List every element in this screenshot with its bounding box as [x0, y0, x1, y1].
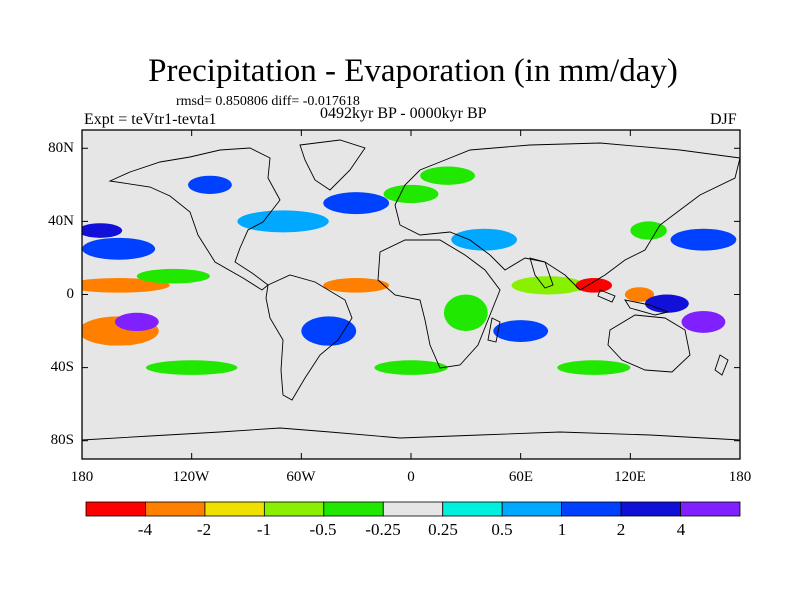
coastlines [82, 139, 740, 441]
colorbar-label: 2 [616, 520, 626, 539]
anomaly-region [644, 294, 689, 313]
lat-label-80s: 80S [50, 432, 74, 448]
anomaly-region [237, 210, 329, 233]
colorbar-box [323, 501, 384, 517]
anomaly-region [383, 184, 439, 204]
colorbar-label: 1 [557, 520, 567, 539]
lon-label-120e: 120E [614, 469, 646, 485]
anomaly-regions [82, 166, 737, 375]
lon-label-0: 0 [407, 469, 415, 485]
colorbar-box [382, 501, 444, 517]
colorbar-box [263, 501, 325, 517]
anomaly-region [511, 276, 585, 295]
anomaly-region [136, 268, 210, 284]
axis-ticks [81, 130, 741, 459]
lon-label-180e: 180 [728, 469, 752, 485]
anomaly-region [188, 175, 232, 194]
anomaly-region [443, 294, 488, 332]
anomaly-region [374, 360, 448, 375]
lon-label-60w: 60W [286, 469, 316, 485]
colorbar [85, 501, 741, 517]
anomaly-region [670, 228, 737, 251]
anomaly-region [301, 316, 357, 346]
lat-label-40n: 40N [48, 213, 74, 229]
anomaly-region [323, 278, 390, 293]
colorbar-box [680, 501, 741, 517]
colorbar-box [145, 501, 206, 517]
anomaly-region [145, 360, 238, 375]
stats-text: rmsd= 0.850806 diff= -0.017618 [176, 94, 360, 109]
anomaly-region [82, 278, 170, 293]
lon-label-180w: 180 [70, 469, 94, 485]
colorbar-box [442, 501, 503, 517]
anomaly-region [323, 192, 390, 215]
colorbar-label: -2 [196, 520, 212, 539]
lat-label-80n: 80N [48, 140, 74, 156]
lat-label-40s: 40S [50, 359, 74, 375]
anomaly-region [420, 166, 475, 185]
lon-label-60e: 60E [508, 469, 534, 485]
colorbar-label: -4 [137, 520, 153, 539]
colorbar-box [620, 501, 681, 517]
anomaly-region [624, 287, 655, 302]
anomaly-region [82, 237, 156, 260]
anomaly-region [557, 360, 631, 375]
colorbar-box [204, 501, 265, 517]
colorbar-label: 0.25 [428, 520, 458, 539]
experiment-label: Expt = teVtr1-tevta1 [84, 111, 217, 128]
colorbar-label: 0.5 [491, 520, 513, 539]
anomaly-region [82, 223, 123, 238]
anomaly-region [681, 310, 726, 333]
anomaly-region [114, 312, 159, 332]
lat-label-0: 0 [66, 286, 75, 302]
lon-label-120w: 120W [172, 469, 210, 485]
anomaly-region [575, 278, 613, 293]
map-title: Precipitation - Evaporation (in mm/day) [148, 53, 678, 89]
colorbar-label: -0.25 [365, 520, 401, 539]
anomaly-region [451, 228, 518, 251]
period-label: 0492kyr BP - 0000kyr BP [320, 105, 487, 122]
colorbar-label: -0.5 [309, 520, 337, 539]
colorbar-box [501, 501, 563, 517]
season-label: DJF [710, 111, 737, 128]
colorbar-label: -1 [256, 520, 272, 539]
colorbar-box [85, 501, 146, 517]
colorbar-label: 4 [676, 520, 686, 539]
anomaly-region [630, 221, 667, 240]
colorbar-box [561, 501, 622, 517]
anomaly-region [493, 320, 549, 343]
